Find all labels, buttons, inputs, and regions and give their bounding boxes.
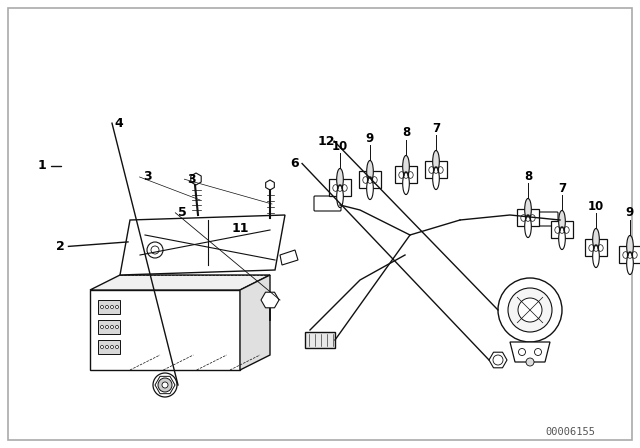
Circle shape	[518, 349, 525, 356]
Polygon shape	[266, 180, 275, 190]
Circle shape	[111, 326, 113, 328]
Circle shape	[526, 358, 534, 366]
Text: 11: 11	[231, 222, 249, 235]
Polygon shape	[280, 250, 298, 265]
Polygon shape	[395, 167, 417, 184]
Ellipse shape	[593, 246, 599, 267]
Ellipse shape	[559, 228, 565, 250]
Text: 6: 6	[290, 157, 299, 170]
Polygon shape	[240, 275, 270, 370]
Polygon shape	[489, 352, 507, 368]
Circle shape	[100, 306, 104, 309]
Circle shape	[106, 345, 109, 349]
Text: 5: 5	[178, 206, 187, 220]
Ellipse shape	[525, 215, 531, 237]
Circle shape	[147, 242, 163, 258]
Circle shape	[508, 288, 552, 332]
Circle shape	[493, 355, 503, 365]
Text: 1: 1	[37, 159, 46, 172]
Text: 7: 7	[432, 121, 440, 134]
Ellipse shape	[337, 168, 343, 190]
Text: 10: 10	[332, 139, 348, 152]
Circle shape	[100, 345, 104, 349]
Circle shape	[115, 345, 118, 349]
Text: 8: 8	[402, 126, 410, 139]
Ellipse shape	[433, 168, 439, 190]
Ellipse shape	[433, 151, 439, 172]
Polygon shape	[261, 292, 279, 308]
Ellipse shape	[525, 198, 531, 220]
Polygon shape	[517, 210, 539, 227]
Circle shape	[151, 246, 159, 254]
Ellipse shape	[559, 211, 565, 233]
Ellipse shape	[627, 253, 634, 275]
Circle shape	[106, 306, 109, 309]
FancyBboxPatch shape	[534, 212, 558, 226]
Text: 00006155: 00006155	[545, 427, 595, 437]
Text: 3: 3	[188, 172, 196, 186]
FancyBboxPatch shape	[98, 320, 120, 334]
Circle shape	[111, 306, 113, 309]
Polygon shape	[120, 215, 285, 275]
Ellipse shape	[403, 155, 410, 177]
Circle shape	[162, 382, 168, 388]
Ellipse shape	[627, 236, 634, 258]
Circle shape	[518, 298, 542, 322]
Polygon shape	[90, 275, 270, 290]
Circle shape	[534, 349, 541, 356]
Polygon shape	[551, 221, 573, 238]
Text: 7: 7	[558, 181, 566, 194]
Circle shape	[115, 306, 118, 309]
Polygon shape	[359, 172, 381, 189]
Ellipse shape	[367, 160, 373, 182]
Circle shape	[158, 378, 172, 392]
FancyBboxPatch shape	[98, 300, 120, 314]
Polygon shape	[619, 246, 640, 263]
Polygon shape	[425, 161, 447, 178]
Circle shape	[498, 278, 562, 342]
Text: 9: 9	[626, 207, 634, 220]
Text: 4: 4	[114, 116, 123, 130]
Polygon shape	[585, 240, 607, 257]
Text: 8: 8	[524, 169, 532, 182]
Ellipse shape	[367, 177, 373, 199]
Polygon shape	[510, 342, 550, 362]
FancyBboxPatch shape	[98, 340, 120, 354]
Circle shape	[106, 326, 109, 328]
Circle shape	[115, 326, 118, 328]
Text: 2: 2	[56, 240, 65, 253]
Circle shape	[153, 373, 177, 397]
Ellipse shape	[593, 228, 599, 250]
Circle shape	[100, 326, 104, 328]
Text: 3: 3	[143, 170, 152, 184]
Text: 12: 12	[317, 134, 335, 148]
Ellipse shape	[337, 185, 343, 207]
FancyBboxPatch shape	[314, 196, 341, 211]
Text: 9: 9	[366, 132, 374, 145]
Polygon shape	[329, 180, 351, 197]
Ellipse shape	[403, 172, 410, 194]
FancyBboxPatch shape	[305, 332, 335, 348]
Text: 10: 10	[588, 199, 604, 212]
Polygon shape	[191, 173, 201, 185]
Circle shape	[111, 345, 113, 349]
Polygon shape	[90, 290, 240, 370]
